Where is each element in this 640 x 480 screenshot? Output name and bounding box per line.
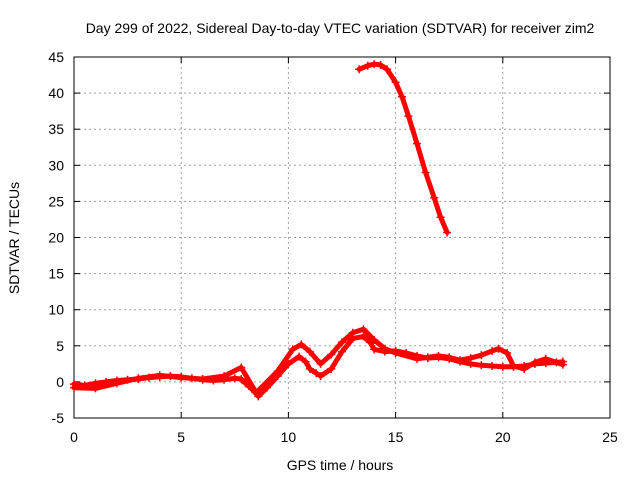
data-point <box>70 383 78 392</box>
x-tick-label: 25 <box>602 429 618 445</box>
data-point <box>558 360 567 369</box>
x-axis-label: GPS time / hours <box>287 457 394 473</box>
y-tick-label: 45 <box>48 49 64 65</box>
data-point <box>370 336 379 345</box>
y-tick-label: 15 <box>48 266 64 282</box>
series-line <box>71 326 566 396</box>
data-point <box>413 354 422 363</box>
data-point <box>398 92 407 101</box>
data-point <box>413 139 422 148</box>
data-point <box>316 372 325 381</box>
chart-title: Day 299 of 2022, Sidereal Day-to-day VTE… <box>86 20 595 36</box>
data-point <box>370 345 379 354</box>
data-point <box>301 357 310 366</box>
y-tick-label: 35 <box>48 121 64 137</box>
x-tick-label: 5 <box>177 429 185 445</box>
data-point <box>404 112 413 121</box>
data-point <box>520 364 529 373</box>
y-tick-label: 25 <box>48 193 64 209</box>
y-tick-label: 5 <box>56 338 64 354</box>
data-point <box>365 338 374 347</box>
y-tick-label: -5 <box>52 410 65 426</box>
y-tick-label: 10 <box>48 302 64 318</box>
data-point <box>134 374 143 383</box>
x-tick-label: 20 <box>495 429 511 445</box>
data-point <box>288 345 297 354</box>
data-point <box>363 61 372 70</box>
y-tick-label: 30 <box>48 157 64 173</box>
data-point <box>434 351 443 360</box>
data-point <box>305 364 314 373</box>
data-point <box>383 65 392 74</box>
data-point <box>421 168 430 177</box>
data-point <box>316 359 325 368</box>
data-point <box>177 373 186 382</box>
data-point <box>477 351 486 360</box>
data-point <box>355 65 364 74</box>
series-2 <box>70 325 567 397</box>
data-point <box>312 369 321 378</box>
data-point <box>237 375 246 384</box>
data-point <box>155 371 164 380</box>
data-point <box>391 349 400 358</box>
axis-ticks: 0 5 10 15 20 25 -5 0 5 10 15 20 25 30 35 40 45 <box>48 49 618 445</box>
series-1 <box>70 332 567 401</box>
data-point <box>541 354 550 363</box>
data-point <box>423 353 432 362</box>
data-point <box>198 375 207 384</box>
data-point <box>297 340 306 349</box>
x-tick-label: 10 <box>281 429 297 445</box>
data-point <box>503 349 512 358</box>
data-point <box>338 347 346 356</box>
data-point <box>91 384 100 393</box>
data-point <box>498 362 507 371</box>
data-point <box>488 346 497 355</box>
series-3 <box>355 60 452 237</box>
data-point <box>494 344 503 353</box>
data-point <box>443 228 452 237</box>
data-point <box>348 328 357 337</box>
data-point <box>391 78 400 87</box>
data-point <box>252 388 261 397</box>
data-point <box>359 325 368 334</box>
data-point <box>477 361 486 370</box>
data-point <box>466 354 475 363</box>
data-point <box>220 372 229 381</box>
data-point <box>327 364 336 373</box>
data-point <box>530 358 539 367</box>
data-point <box>338 338 346 347</box>
data-point <box>295 352 304 361</box>
data-point <box>430 193 439 202</box>
data-point <box>436 213 445 222</box>
data-point <box>380 344 389 353</box>
data-point <box>376 60 385 69</box>
y-axis-label: SDTVAR / TECUs <box>6 182 22 294</box>
data-point <box>327 350 336 359</box>
data-point <box>488 362 497 371</box>
series-layer <box>70 60 567 401</box>
data-point <box>112 379 121 388</box>
y-tick-label: 40 <box>48 85 64 101</box>
series-line <box>356 61 450 235</box>
data-point <box>273 367 282 376</box>
y-tick-label: 20 <box>48 230 64 246</box>
data-point <box>509 362 518 371</box>
data-point <box>455 356 464 365</box>
data-point <box>305 347 314 356</box>
data-point <box>237 363 246 372</box>
x-tick-label: 0 <box>70 429 78 445</box>
y-tick-label: 0 <box>56 374 64 390</box>
data-point <box>445 353 454 362</box>
x-tick-label: 15 <box>388 429 404 445</box>
data-point <box>359 332 368 341</box>
grid <box>74 57 610 418</box>
